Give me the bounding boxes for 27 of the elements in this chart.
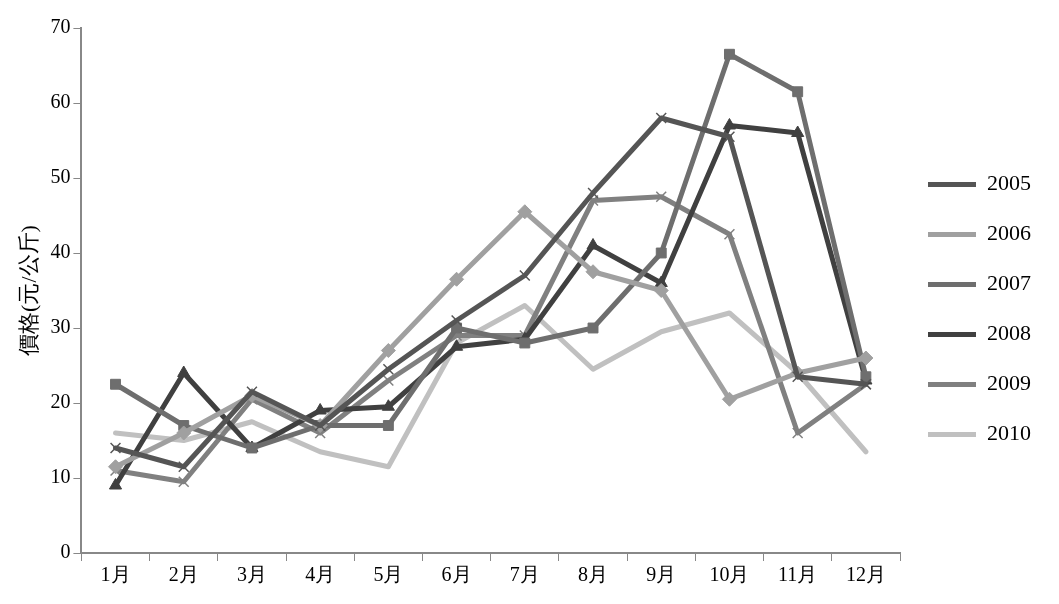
x-tick-label: 4月: [305, 563, 336, 586]
legend-label: 2006: [987, 220, 1031, 246]
x-tick-label: 2月: [168, 563, 199, 586]
y-tick-label: 10: [50, 465, 71, 488]
x-tick-label: 3月: [236, 563, 267, 586]
x-tick-label: 1月: [100, 563, 131, 586]
x-tick-label: 12月: [845, 563, 886, 586]
y-tick-label: 20: [50, 390, 71, 413]
y-tick-label: 40: [50, 240, 71, 263]
legend-label: 2010: [987, 420, 1031, 446]
y-axis-title: 價格(元/公斤): [15, 225, 41, 356]
legend-label: 2005: [987, 170, 1031, 196]
y-tick-label: 70: [50, 15, 71, 38]
legend-label: 2007: [987, 270, 1031, 296]
x-tick-label: 5月: [373, 563, 404, 586]
legend-label: 2009: [987, 370, 1031, 396]
x-tick-label: 8月: [578, 563, 609, 586]
x-tick-label: 11月: [778, 563, 818, 586]
legend-label: 2008: [987, 320, 1031, 346]
y-tick-label: 0: [60, 540, 71, 563]
x-tick-label: 7月: [509, 563, 540, 586]
x-tick-label: 6月: [441, 563, 472, 586]
x-tick-label: 10月: [709, 563, 750, 586]
y-tick-label: 60: [50, 90, 71, 113]
x-tick-label: 9月: [646, 563, 677, 586]
y-tick-label: 50: [50, 165, 71, 188]
y-tick-label: 30: [50, 315, 71, 338]
